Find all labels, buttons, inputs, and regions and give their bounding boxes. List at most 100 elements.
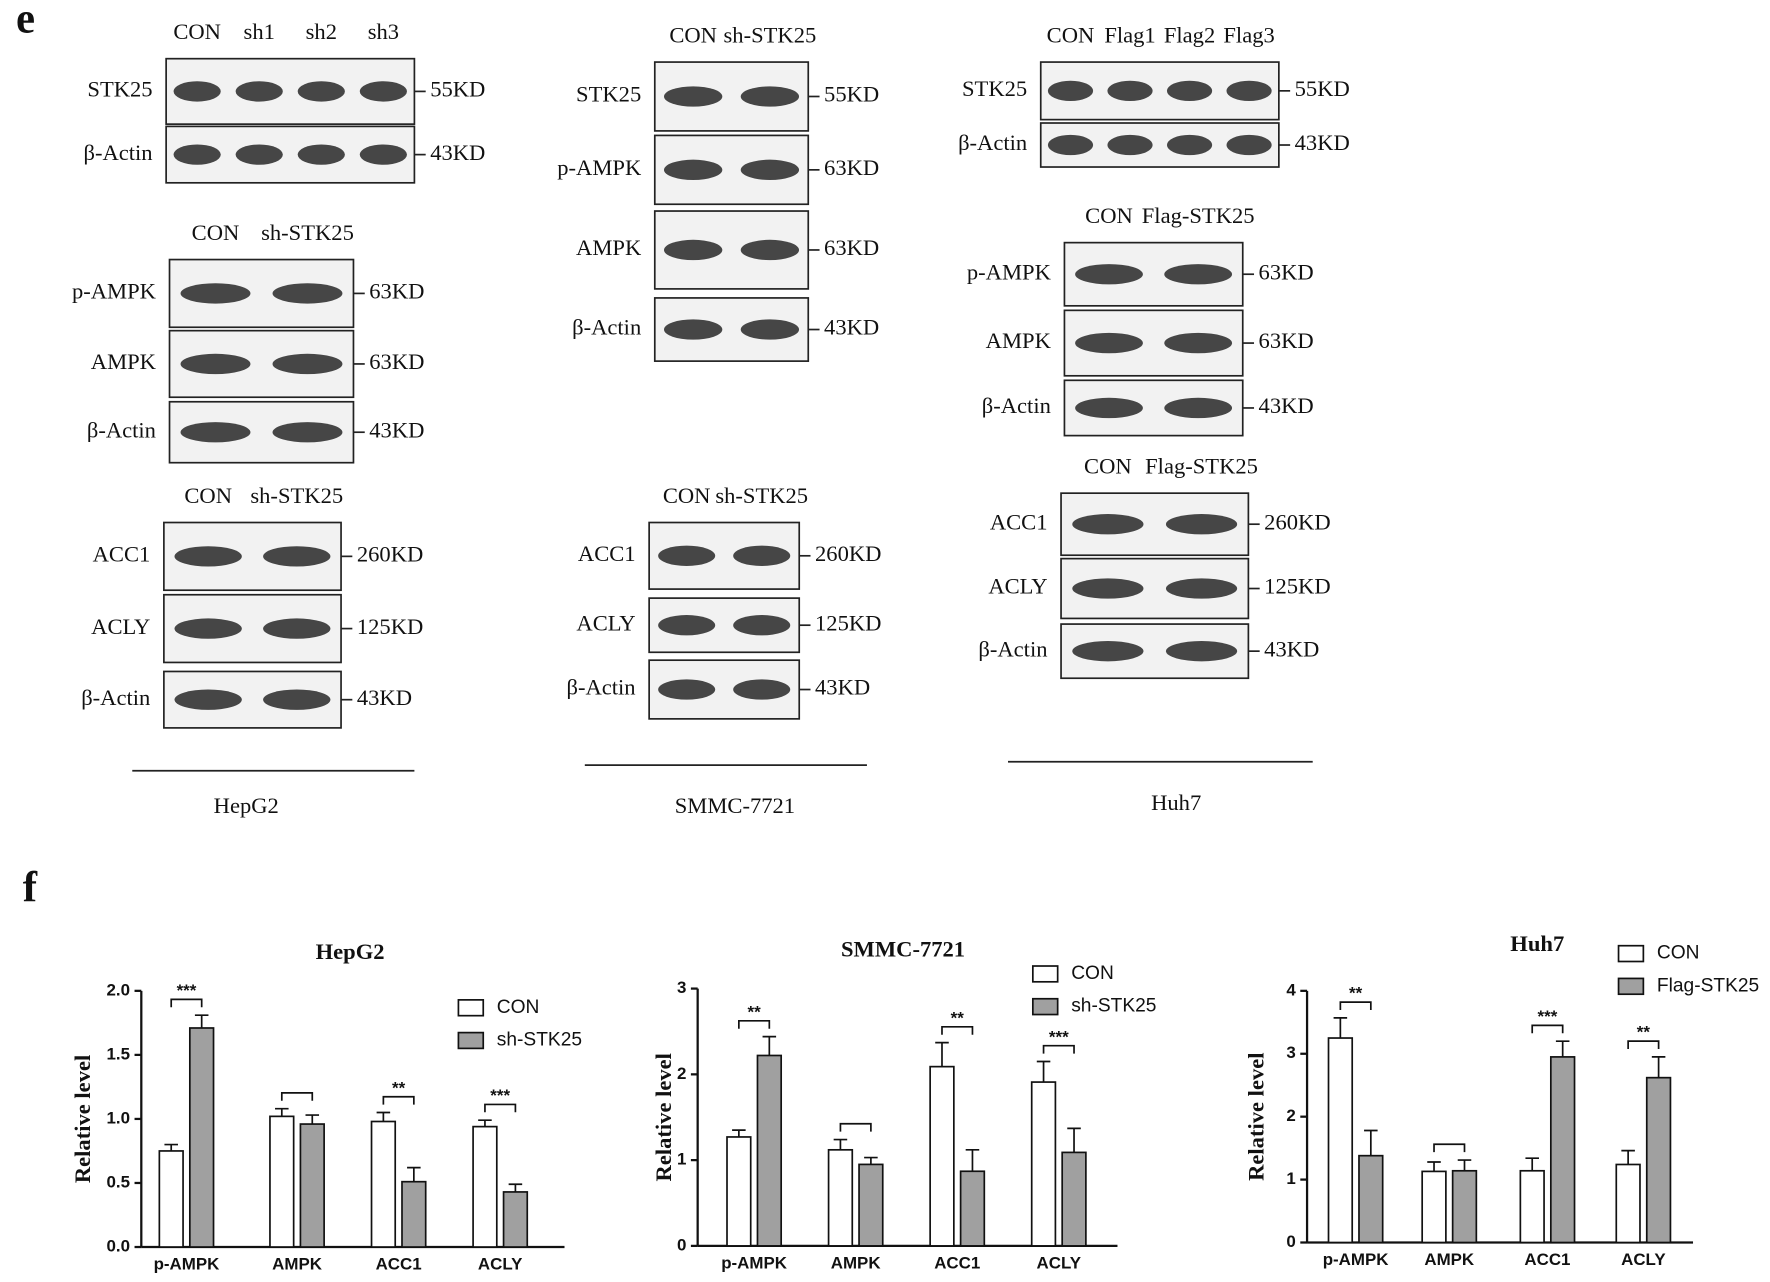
size-label: 43KD: [815, 675, 870, 700]
panel-label: f: [23, 864, 38, 911]
blot-band: [297, 81, 345, 102]
legend-swatch: [457, 999, 485, 1017]
blot-band: [740, 159, 800, 180]
bar: [929, 1065, 955, 1247]
size-label: 43KD: [430, 140, 485, 165]
blot-band: [1164, 332, 1233, 354]
significance-bracket: [382, 1095, 415, 1105]
blot-band: [658, 615, 716, 636]
lane-label: sh3: [368, 19, 399, 44]
lane-label: sh-STK25: [724, 22, 817, 47]
blot-band: [733, 545, 791, 566]
x-tick-label: AMPK: [831, 1253, 882, 1272]
blot-band: [263, 618, 331, 639]
x-tick-label: p-AMPK: [721, 1253, 788, 1272]
blot-band: [1047, 134, 1094, 156]
bar: [502, 1191, 529, 1248]
bar: [1061, 1151, 1087, 1247]
blot-band: [1075, 332, 1143, 354]
error-bar: [1036, 1060, 1051, 1083]
error-bar: [833, 1138, 848, 1150]
error-bar: [508, 1183, 523, 1192]
bar: [1358, 1154, 1384, 1244]
error-bar: [1525, 1157, 1539, 1171]
lane-label: Flag1: [1104, 22, 1155, 47]
row-label: STK25: [87, 77, 152, 102]
blot-band: [663, 319, 723, 340]
blot-band: [658, 545, 716, 566]
significance-bracket: [941, 1025, 974, 1035]
x-tick-label: ACC1: [1524, 1250, 1570, 1269]
x-tick-label: AMPK: [272, 1255, 323, 1274]
x-tick-label: ACLY: [478, 1255, 522, 1274]
chart-title: Huh7: [1510, 931, 1564, 956]
row-label: β-Actin: [83, 140, 152, 165]
error-bar: [1555, 1040, 1570, 1057]
blot-band: [740, 239, 800, 261]
size-label: 63KD: [1259, 259, 1314, 284]
significance-label: **: [1349, 984, 1363, 1003]
row-label: β-Actin: [81, 685, 150, 710]
cell-line-label: SMMC-7721: [675, 793, 795, 818]
lane-label: Flag2: [1164, 22, 1215, 47]
row-label: β-Actin: [572, 315, 641, 340]
error-bar: [1651, 1056, 1666, 1078]
x-tick-label: ACLY: [1621, 1250, 1665, 1269]
blot-band: [740, 86, 800, 107]
legend-label: sh-STK25: [497, 1030, 582, 1051]
y-tick-label: 2.0: [107, 980, 131, 999]
significance-bracket: [170, 998, 203, 1008]
x-tick-label: ACLY: [1037, 1253, 1081, 1272]
cell-line-label: HepG2: [214, 793, 279, 818]
cell-line-label: Huh7: [1151, 790, 1201, 815]
error-bar: [275, 1107, 289, 1117]
chart-title: SMMC-7721: [841, 937, 965, 962]
lane-label: Flag-STK25: [1145, 454, 1258, 479]
bar: [1030, 1081, 1057, 1247]
size-label: 43KD: [357, 685, 412, 710]
row-label: AMPK: [986, 328, 1052, 353]
x-tick-label: ACC1: [934, 1253, 980, 1272]
blot-band: [1164, 264, 1233, 285]
lane-label: CON: [1047, 22, 1095, 47]
lane-label: sh-STK25: [715, 483, 808, 508]
significance-label: ***: [1049, 1027, 1069, 1046]
blot-band: [174, 618, 242, 639]
error-bar: [1427, 1161, 1441, 1172]
size-label: 63KD: [369, 349, 424, 374]
blot-band: [1047, 80, 1094, 102]
size-label: 55KD: [824, 82, 879, 107]
blot-band: [180, 422, 251, 443]
y-tick-label: 1.0: [107, 1108, 131, 1127]
y-tick-label: 3: [1286, 1043, 1295, 1062]
significance-label: **: [748, 1002, 762, 1021]
blot-band: [180, 353, 251, 375]
bar: [827, 1148, 854, 1247]
significance-bracket: [1433, 1143, 1466, 1153]
blot-band: [235, 144, 283, 165]
x-tick-label: ACC1: [376, 1255, 422, 1274]
size-label: 43KD: [1259, 393, 1314, 418]
significance-bracket: [1531, 1024, 1564, 1034]
legend-swatch: [1617, 944, 1645, 963]
size-label: 55KD: [1295, 76, 1350, 101]
row-label: ACLY: [988, 574, 1047, 599]
blot-band: [272, 353, 343, 375]
lane-label: sh-STK25: [261, 220, 354, 245]
row-label: STK25: [962, 76, 1027, 101]
row-label: ACC1: [578, 541, 636, 566]
significance-bracket: [484, 1103, 517, 1113]
size-label: 260KD: [815, 541, 881, 566]
significance-bracket: [1042, 1044, 1075, 1054]
significance-label: **: [1637, 1023, 1651, 1042]
bar: [756, 1054, 783, 1247]
blot-band: [1226, 80, 1272, 102]
error-bar: [935, 1041, 949, 1067]
bar: [858, 1163, 884, 1247]
blot-band: [1107, 80, 1153, 102]
bar: [959, 1170, 986, 1247]
row-label: STK25: [576, 82, 641, 107]
lane-label: CON: [192, 220, 240, 245]
bar: [1451, 1169, 1478, 1244]
row-label: β-Actin: [566, 675, 635, 700]
